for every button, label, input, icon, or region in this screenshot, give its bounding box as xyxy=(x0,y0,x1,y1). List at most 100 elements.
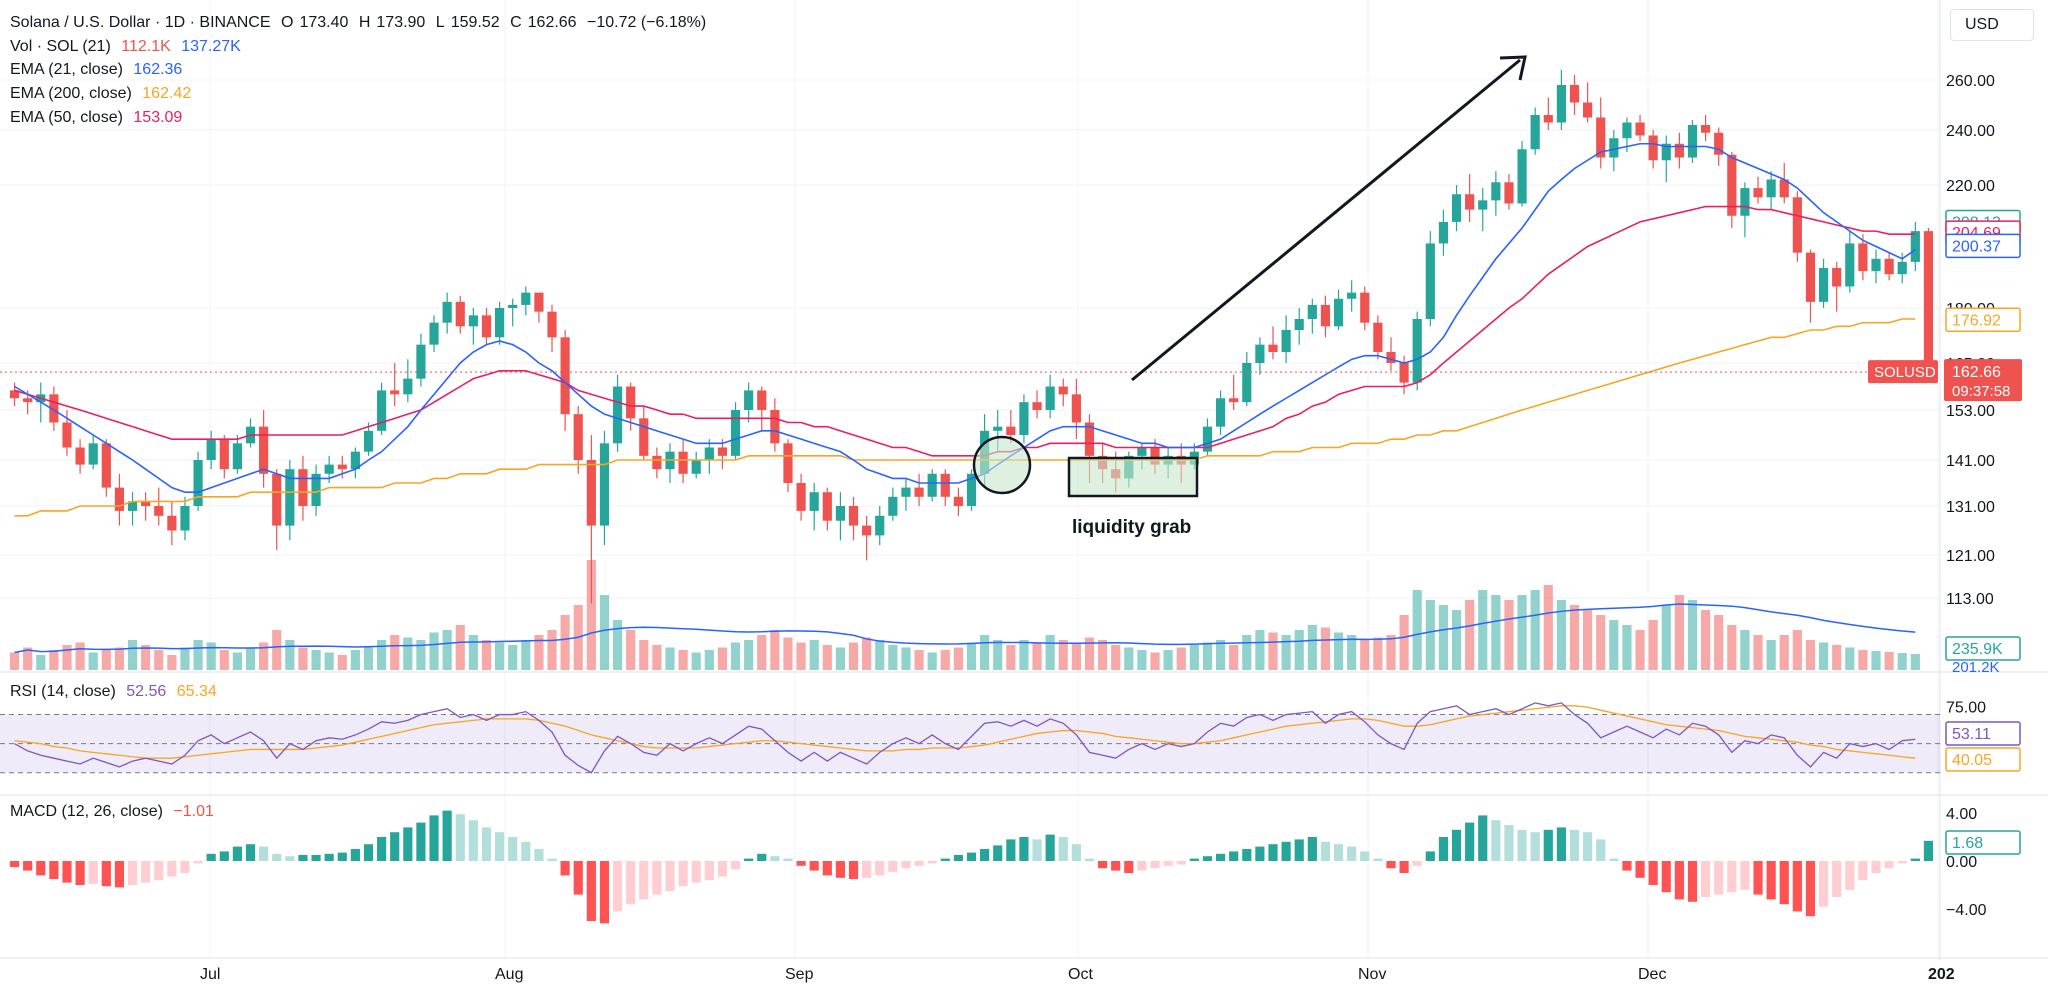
macd-histogram-bar xyxy=(848,861,859,879)
macd-histogram-bar xyxy=(403,827,413,861)
macd-histogram-bar xyxy=(626,861,636,905)
price-axis[interactable]: 260.00240.00220.00180.00165.00153.00141.… xyxy=(1868,73,2022,919)
candle-body xyxy=(626,386,636,419)
volume-bar xyxy=(547,630,557,670)
volume-bar xyxy=(560,615,570,670)
time-tick-label: Oct xyxy=(1068,966,1093,983)
macd-legend[interactable]: MACD (12, 26, close) −1.01 xyxy=(10,803,214,820)
macd-histogram-bar xyxy=(272,853,282,861)
macd-histogram-bar xyxy=(363,844,374,861)
macd-histogram-bar xyxy=(534,849,544,861)
countdown-text: 09:37:58 xyxy=(1952,383,2010,400)
volume-badge xyxy=(1945,636,2021,661)
volume-bar xyxy=(1137,650,1147,670)
volume-bar xyxy=(154,650,164,670)
candle-body xyxy=(390,390,400,395)
ema50-legend[interactable]: EMA (50, close) 153.09 xyxy=(10,109,183,126)
macd-histogram-bar xyxy=(416,822,426,861)
candle-body xyxy=(259,426,269,474)
candle-body xyxy=(652,455,662,470)
ema200-legend[interactable]: EMA (200, close) 162.42 xyxy=(10,85,192,102)
volume-bar xyxy=(1871,651,1881,670)
macd-histogram-bar xyxy=(717,861,728,877)
volume-bar xyxy=(665,647,675,670)
macd-tick-label: 4.00 xyxy=(1946,806,1977,823)
volume-bar xyxy=(1910,654,1920,670)
macd-histogram-bar xyxy=(1124,861,1134,873)
volume-bar xyxy=(1412,590,1422,670)
trend-arrow-head xyxy=(1499,55,1527,81)
rsi-badge-text: 53.11 xyxy=(1952,726,1991,743)
rsi-ma-badge-text: 40.05 xyxy=(1952,752,1992,769)
volume-bar xyxy=(350,650,360,670)
volume-bar xyxy=(1766,640,1776,670)
macd-histogram-bar xyxy=(1268,844,1278,861)
symbol-title[interactable]: Solana / U.S. Dollar · 1D · BINANCE xyxy=(10,14,271,31)
macd-histogram-bar xyxy=(1687,861,1698,902)
volume-badge-text-2: 201.2K xyxy=(1952,659,2000,676)
candle-body xyxy=(1425,243,1435,319)
candle-body xyxy=(809,492,819,511)
volume-bar xyxy=(1189,645,1199,670)
candle-body xyxy=(1071,394,1081,423)
volume-bar xyxy=(639,640,649,670)
macd-histogram-bar xyxy=(36,861,46,876)
macd-histogram-bar xyxy=(232,846,242,861)
candle-body xyxy=(717,447,728,456)
candle-body xyxy=(1910,231,1920,262)
macd-histogram-bar xyxy=(1832,861,1842,897)
macd-histogram-bar xyxy=(154,861,164,881)
macd-histogram-bar xyxy=(953,855,963,861)
volume-bar xyxy=(1202,642,1213,670)
volume-bar xyxy=(599,595,610,670)
macd-histogram-bar xyxy=(757,853,767,861)
macd-histogram-bar xyxy=(1163,861,1173,866)
volume-bar xyxy=(167,655,177,670)
time-tick-label: Jul xyxy=(200,966,220,983)
candle-body xyxy=(1058,386,1068,395)
candle-body xyxy=(783,443,793,483)
volume-bar xyxy=(324,652,334,670)
macd-histogram-bar xyxy=(1910,858,1920,861)
time-axis[interactable]: Jul Aug Sep Oct Nov Dec 202 xyxy=(0,957,2048,983)
price-tick-label: 240.00 xyxy=(1946,123,1995,140)
macd-histogram-bar xyxy=(1727,861,1737,893)
candle-body xyxy=(901,487,911,497)
volume-bar xyxy=(1727,625,1737,670)
ema21-legend[interactable]: EMA (21, close) 162.36 xyxy=(10,61,183,78)
macd-histogram-bar xyxy=(1609,858,1619,861)
volume-legend[interactable]: Vol · SOL (21) 112.1K 137.27K xyxy=(10,38,241,55)
drawing-annotations[interactable] xyxy=(972,55,1527,498)
candle-body xyxy=(1215,398,1226,427)
candle-body xyxy=(455,301,465,327)
volume-bar xyxy=(1399,615,1409,670)
macd-histogram-bar xyxy=(822,861,832,876)
candle-body xyxy=(1596,117,1606,158)
volume-bar xyxy=(1543,585,1553,670)
macd-histogram-bar xyxy=(1465,822,1475,861)
macd-histogram-bar xyxy=(1215,853,1226,861)
volume-bar xyxy=(1333,632,1344,670)
volume-bar xyxy=(23,647,33,670)
volume-bar xyxy=(1701,610,1711,670)
volume-bar xyxy=(508,645,518,670)
candle-body xyxy=(1609,138,1619,158)
rsi-legend[interactable]: RSI (14, close) 52.56 65.34 xyxy=(10,683,217,700)
candle-body xyxy=(508,304,518,308)
macd-histogram-bar xyxy=(1779,861,1789,905)
macd-histogram-bar xyxy=(1084,858,1095,861)
volume-ma-line xyxy=(14,603,1916,654)
candle-body xyxy=(481,315,492,338)
macd-histogram-bar xyxy=(62,861,72,883)
volume-bar xyxy=(1163,650,1173,670)
volume-bar xyxy=(534,635,544,670)
candle-body xyxy=(1386,352,1396,363)
macd-histogram-bar xyxy=(49,861,59,879)
price-badge xyxy=(1945,233,2021,259)
currency-button[interactable]: USD xyxy=(1950,9,2034,41)
volume-bar xyxy=(1307,625,1317,670)
macd-histogram-bar xyxy=(285,856,295,861)
candle-body xyxy=(573,414,583,460)
macd-histogram-bar xyxy=(1294,839,1304,861)
